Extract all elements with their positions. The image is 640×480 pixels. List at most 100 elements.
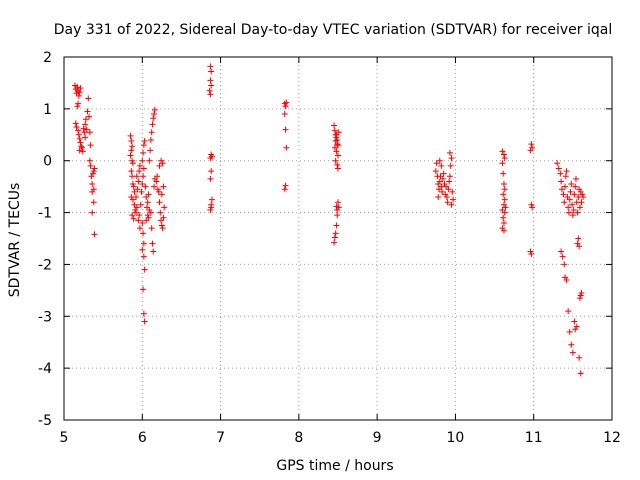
data-point <box>577 292 584 299</box>
data-point <box>500 191 507 198</box>
axis-ticks <box>63 56 613 421</box>
data-point <box>571 191 578 198</box>
data-point <box>128 147 135 154</box>
data-point <box>89 181 96 188</box>
data-point <box>575 235 582 242</box>
data-point <box>128 138 135 145</box>
data-point <box>569 212 576 219</box>
data-point <box>159 225 166 232</box>
data-point <box>136 225 143 232</box>
y-tick-label: -2 <box>38 257 52 273</box>
data-point <box>153 178 160 185</box>
data-point <box>446 173 453 180</box>
data-point <box>565 209 572 216</box>
data-point <box>502 204 509 211</box>
data-point <box>332 230 339 237</box>
data-point <box>335 152 341 159</box>
data-point <box>528 251 535 258</box>
data-point <box>559 253 566 260</box>
data-point <box>333 148 340 155</box>
data-point <box>151 183 158 190</box>
data-point <box>90 199 97 206</box>
data-point <box>576 295 583 302</box>
data-point <box>331 234 338 241</box>
data-point <box>133 173 140 180</box>
data-point <box>432 168 439 175</box>
x-tick-label: 6 <box>138 430 147 446</box>
data-point <box>141 318 148 325</box>
data-point <box>500 227 507 234</box>
data-point <box>140 310 147 317</box>
data-point <box>75 92 82 99</box>
data-point <box>569 201 576 208</box>
data-point <box>565 204 572 211</box>
data-point <box>86 157 93 164</box>
data-point <box>448 155 455 162</box>
data-point <box>283 144 290 151</box>
data-point <box>576 354 583 361</box>
data-point <box>557 170 564 177</box>
data-point <box>500 151 507 158</box>
data-point <box>335 199 341 206</box>
data-point <box>140 230 147 237</box>
data-point <box>207 91 214 98</box>
data-point <box>501 209 508 216</box>
data-point <box>72 120 79 127</box>
data-point <box>577 370 584 377</box>
data-point <box>569 349 576 356</box>
data-point <box>133 204 140 211</box>
data-point <box>439 175 446 182</box>
data-point <box>207 63 214 70</box>
data-point <box>140 165 147 172</box>
data-point <box>136 212 143 219</box>
y-tick-label: 1 <box>43 102 52 118</box>
data-point <box>149 121 156 128</box>
data-point <box>147 209 154 216</box>
data-point <box>449 188 456 195</box>
data-point <box>436 157 443 164</box>
data-point <box>499 160 506 167</box>
data-point <box>86 129 93 136</box>
data-point <box>75 100 82 107</box>
y-tick-label: -1 <box>38 206 52 222</box>
plot-frame <box>63 56 613 421</box>
data-point <box>144 212 151 219</box>
data-point <box>563 168 570 175</box>
data-point <box>558 178 565 185</box>
data-point <box>128 168 135 175</box>
data-point <box>208 153 215 160</box>
chart-title: Day 331 of 2022, Sidereal Day-to-day VTE… <box>54 22 612 38</box>
data-point <box>145 191 152 198</box>
data-point <box>140 240 147 247</box>
data-point <box>283 99 290 106</box>
data-point <box>138 188 145 195</box>
data-point <box>86 113 93 120</box>
data-point <box>207 77 214 84</box>
data-point <box>87 162 94 169</box>
data-point <box>157 209 164 216</box>
data-point <box>84 108 91 115</box>
data-point <box>160 183 167 190</box>
data-point <box>334 136 341 143</box>
data-point <box>137 201 144 208</box>
data-point <box>335 204 342 211</box>
data-point <box>208 204 215 211</box>
data-point <box>435 194 442 201</box>
data-point <box>282 103 289 110</box>
y-tick-label: 2 <box>43 50 52 66</box>
data-point <box>139 219 146 226</box>
y-axis-label: SDTVAR / TECUs <box>7 183 23 298</box>
data-point <box>501 196 508 203</box>
data-point <box>562 173 569 180</box>
x-tick-labels: 5 6 7 8 9 10 11 12 <box>60 430 621 446</box>
data-point <box>501 155 508 162</box>
data-point <box>129 157 136 164</box>
data-point <box>207 206 214 213</box>
data-point <box>563 276 570 283</box>
data-point <box>561 199 568 206</box>
data-point <box>529 204 536 211</box>
y-tick-label: 0 <box>43 154 52 170</box>
data-point <box>208 82 215 89</box>
data-point <box>572 175 579 182</box>
data-point <box>85 95 92 102</box>
